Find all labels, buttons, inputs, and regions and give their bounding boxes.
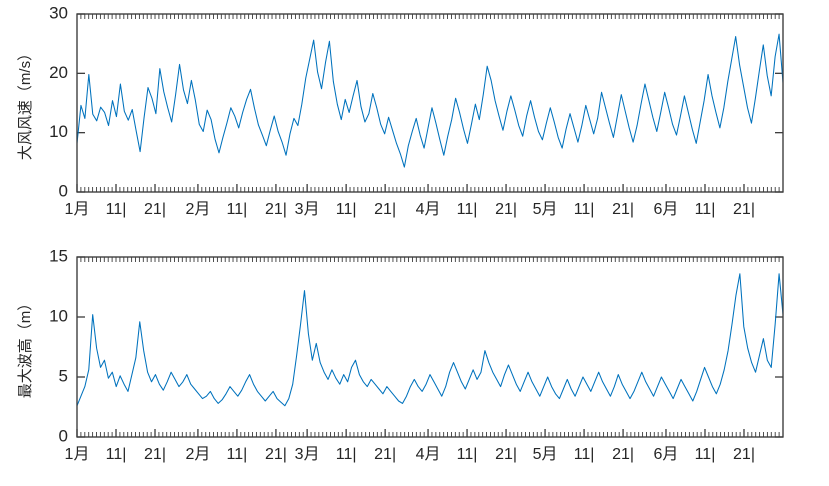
x-tick-label: 21| (374, 446, 396, 463)
plot-frame (76, 13, 784, 193)
plot-frame-overlay (76, 13, 784, 193)
y-tick-label: 0 (59, 181, 68, 200)
x-minor-ticks (76, 257, 784, 437)
max-wave-height-plot: 0 5 10 15 1月 11| 21| 2月 11| 21| 3月 11| 21| 4月 11| 21| 5月… (17, 246, 784, 463)
x-tick-label: 21| (265, 446, 287, 463)
x-tick-label: 2月 (185, 201, 210, 218)
x-tick-label: 21| (374, 201, 396, 218)
x-tick-label: 2月 (185, 446, 210, 463)
x-tick-label: 6月 (654, 201, 679, 218)
x-tick-label: 11| (336, 201, 357, 218)
x-tick-label: 21| (612, 446, 634, 463)
x-tick-label: 11| (457, 446, 478, 463)
x-tick-label: 11| (695, 201, 716, 218)
x-tick-label: 3月 (295, 201, 320, 218)
x-tick-label: 11| (227, 201, 248, 218)
x-tick-label: 21| (495, 201, 517, 218)
wave-plot-group: 0 5 10 15 1月 11| 21| 2月 11| 21| 3月 11| 21| 4月 11| 21| 5月… (17, 246, 784, 463)
chart-panel-wind-speed: 0 10 20 30 1月 11| 21| 2月 11| 21| 3月 11| 21| 4月 11| 21| 5… (0, 0, 829, 240)
x-tick-labels: 1月 11| 21| 2月 11| 21| 3月 11| 21| 4月 11| 21| 5月 11| 21|… (65, 201, 755, 218)
data-series-line (76, 33, 784, 168)
x-tick-label: 21| (495, 446, 517, 463)
wind-plot-group: 0 10 20 30 1月 11| 21| 2月 11| 21| 3月 11| 21| 4月 11| 21| 5… (17, 3, 784, 218)
y-tick-label: 0 (59, 426, 68, 445)
x-major-ticks (76, 429, 745, 437)
x-tick-label: 21| (733, 446, 755, 463)
x-tick-label: 11| (574, 201, 595, 218)
x-tick-label: 11| (227, 446, 248, 463)
x-tick-label: 11| (336, 446, 357, 463)
x-tick-label: 11| (106, 446, 127, 463)
x-tick-label: 1月 (65, 201, 90, 218)
y-tick-label: 15 (49, 246, 68, 265)
x-tick-label: 3月 (295, 446, 320, 463)
y-ticks: 0 5 10 15 (49, 246, 783, 445)
y-axis-title: 最大波高（m） (17, 296, 34, 399)
x-tick-label: 11| (695, 446, 716, 463)
plot-frame (76, 256, 784, 438)
y-tick-label: 10 (49, 122, 68, 141)
chart-panel-max-wave-height: 0 5 10 15 1月 11| 21| 2月 11| 21| 3月 11| 21| 4月 11| 21| 5月… (0, 243, 829, 486)
x-tick-label: 21| (144, 201, 166, 218)
x-tick-label: 11| (106, 201, 127, 218)
x-tick-label: 1月 (65, 446, 90, 463)
x-minor-ticks (76, 14, 784, 192)
x-tick-label: 11| (457, 201, 478, 218)
x-tick-label: 4月 (416, 201, 441, 218)
x-tick-label: 6月 (654, 446, 679, 463)
y-tick-label: 30 (49, 3, 68, 22)
wind-speed-plot: 0 10 20 30 1月 11| 21| 2月 11| 21| 3月 11| 21| 4月 11| 21| 5… (17, 3, 784, 218)
x-tick-label: 5月 (533, 201, 558, 218)
x-tick-label: 21| (612, 201, 634, 218)
x-tick-label: 11| (574, 446, 595, 463)
x-major-ticks (76, 184, 745, 192)
y-axis-title: 大风风速（m/s） (17, 46, 34, 160)
x-tick-label: 21| (144, 446, 166, 463)
y-tick-label: 10 (49, 306, 68, 325)
data-series-line (76, 273, 784, 407)
y-tick-label: 20 (49, 63, 68, 82)
x-tick-label: 4月 (416, 446, 441, 463)
y-tick-label: 5 (59, 366, 68, 385)
x-tick-label: 21| (265, 201, 287, 218)
x-tick-label: 21| (733, 201, 755, 218)
x-tick-labels: 1月 11| 21| 2月 11| 21| 3月 11| 21| 4月 11| 21| 5月 11| 21|… (65, 446, 755, 463)
plot-frame-overlay (76, 256, 784, 438)
x-tick-label: 5月 (533, 446, 558, 463)
